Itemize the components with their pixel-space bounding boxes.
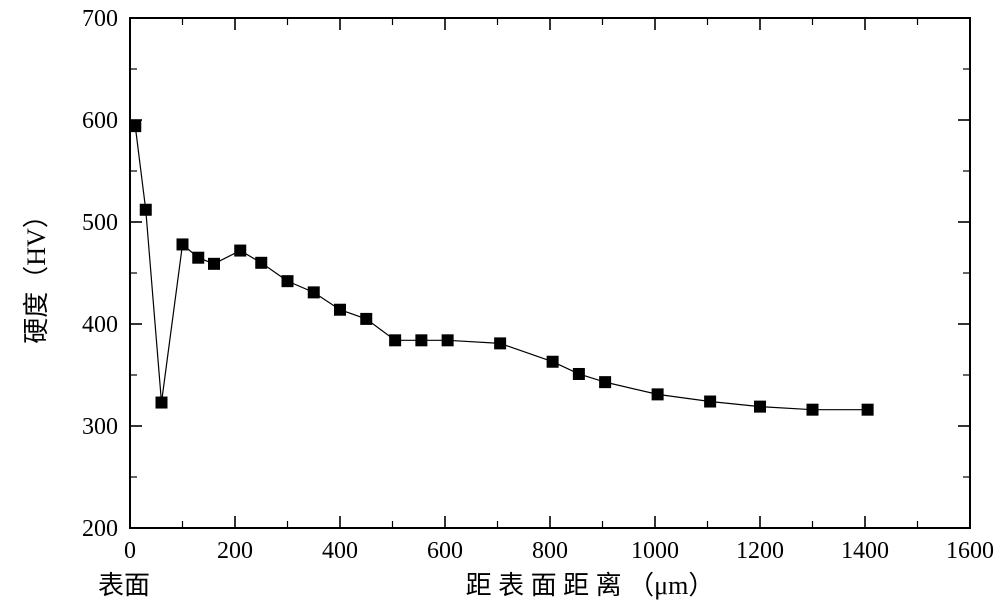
series-marker	[282, 275, 294, 287]
series-marker	[140, 204, 152, 216]
series-marker	[129, 120, 141, 132]
y-tick-label: 200	[82, 516, 118, 542]
x-tick-label: 600	[427, 538, 463, 564]
series-marker	[415, 334, 427, 346]
series-marker	[547, 356, 559, 368]
chart-svg: 0200400600800100012001400160020030040050…	[0, 0, 1000, 611]
y-tick-label: 700	[82, 6, 118, 32]
series-marker	[156, 397, 168, 409]
x-tick-label: 1200	[736, 538, 784, 564]
y-tick-label: 400	[82, 312, 118, 338]
series-marker	[192, 252, 204, 264]
series-marker	[442, 334, 454, 346]
series-marker	[308, 286, 320, 298]
series-marker	[208, 258, 220, 270]
series-marker	[389, 334, 401, 346]
series-marker	[704, 396, 716, 408]
x-tick-label: 200	[217, 538, 253, 564]
series-marker	[360, 313, 372, 325]
series-line	[135, 126, 867, 410]
series-marker	[652, 388, 664, 400]
series-marker	[754, 401, 766, 413]
y-axis-label: 硬度（HV）	[22, 202, 51, 344]
surface-label: 表面	[98, 565, 150, 602]
series-marker	[862, 404, 874, 416]
y-tick-label: 300	[82, 414, 118, 440]
x-axis-label: 距 表 面 距 离 （μm）	[466, 571, 715, 600]
series-marker	[177, 238, 189, 250]
chart-container: 0200400600800100012001400160020030040050…	[0, 0, 1000, 611]
x-tick-label: 1600	[946, 538, 994, 564]
series-marker	[807, 404, 819, 416]
plot-border	[130, 18, 970, 528]
y-tick-label: 600	[82, 108, 118, 134]
series-marker	[234, 245, 246, 257]
x-tick-label: 400	[322, 538, 358, 564]
x-tick-label: 1000	[631, 538, 679, 564]
series-marker	[573, 368, 585, 380]
y-tick-label: 500	[82, 210, 118, 236]
series-marker	[334, 304, 346, 316]
x-tick-label: 0	[124, 538, 136, 564]
series-marker	[599, 376, 611, 388]
series-marker	[255, 257, 267, 269]
series-marker	[494, 337, 506, 349]
x-tick-label: 800	[532, 538, 568, 564]
x-tick-label: 1400	[841, 538, 889, 564]
